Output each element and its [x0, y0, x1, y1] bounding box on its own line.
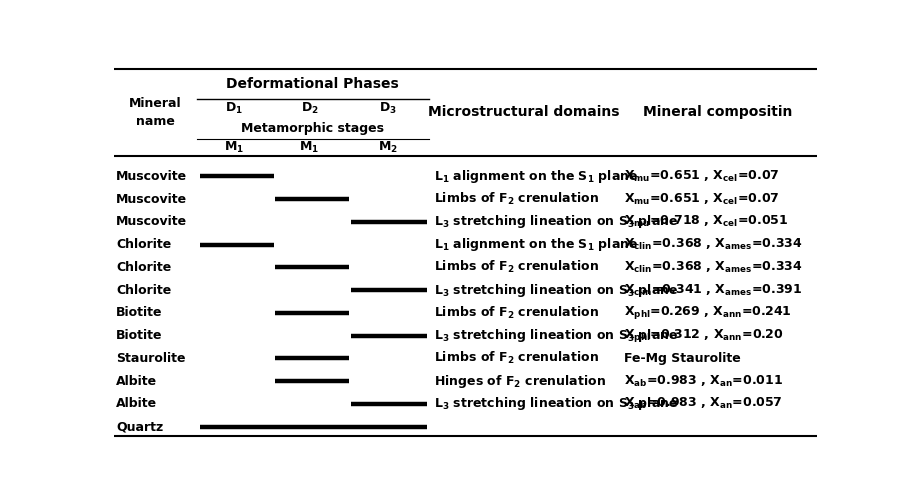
Text: $\mathbf{M_1}$: $\mathbf{M_1}$	[224, 140, 244, 154]
Text: Microstructural domains: Microstructural domains	[428, 105, 619, 119]
Text: $\mathbf{L_3}$ stretching lineation on $\mathbf{S_3}$ plane: $\mathbf{L_3}$ stretching lineation on $…	[434, 281, 679, 299]
Text: Albite: Albite	[116, 374, 157, 388]
Text: Limbs of $\mathbf{F_2}$ crenulation: Limbs of $\mathbf{F_2}$ crenulation	[434, 305, 599, 321]
Text: Biotite: Biotite	[116, 307, 163, 319]
Text: $\mathbf{M_2}$: $\mathbf{M_2}$	[378, 140, 398, 154]
Text: Quartz: Quartz	[116, 420, 163, 433]
Text: $\mathbf{X_{mu}}$=0.651 , $\mathbf{X_{cel}}$=0.07: $\mathbf{X_{mu}}$=0.651 , $\mathbf{X_{ce…	[625, 192, 780, 207]
Text: Chlorite: Chlorite	[116, 283, 172, 297]
Text: Muscovite: Muscovite	[116, 215, 187, 228]
Text: $\mathbf{X_{mu}}$=0.718 , $\mathbf{X_{cel}}$=0.051: $\mathbf{X_{mu}}$=0.718 , $\mathbf{X_{ce…	[625, 215, 789, 229]
Text: Fe-Mg Staurolite: Fe-Mg Staurolite	[625, 352, 741, 365]
Text: Muscovite: Muscovite	[116, 193, 187, 206]
Text: Metamorphic stages: Metamorphic stages	[242, 122, 384, 135]
Text: Mineral
name: Mineral name	[129, 96, 182, 127]
Text: Albite: Albite	[116, 397, 157, 410]
Text: Staurolite: Staurolite	[116, 352, 186, 365]
Text: Deformational Phases: Deformational Phases	[226, 77, 399, 91]
Text: Chlorite: Chlorite	[116, 261, 172, 274]
Text: Chlorite: Chlorite	[116, 238, 172, 251]
Text: Limbs of $\mathbf{F_2}$ crenulation: Limbs of $\mathbf{F_2}$ crenulation	[434, 191, 599, 207]
Text: $\mathbf{X_{mu}}$=0.651 , $\mathbf{X_{cel}}$=0.07: $\mathbf{X_{mu}}$=0.651 , $\mathbf{X_{ce…	[625, 169, 780, 184]
Text: Limbs of $\mathbf{F_2}$ crenulation: Limbs of $\mathbf{F_2}$ crenulation	[434, 350, 599, 367]
Text: Limbs of $\mathbf{F_2}$ crenulation: Limbs of $\mathbf{F_2}$ crenulation	[434, 259, 599, 276]
Text: Hinges of $\mathbf{F_2}$ crenulation: Hinges of $\mathbf{F_2}$ crenulation	[434, 372, 607, 390]
Text: $\mathbf{X_{clin}}$=0.368 , $\mathbf{X_{ames}}$=0.334: $\mathbf{X_{clin}}$=0.368 , $\mathbf{X_{…	[625, 260, 803, 275]
Text: $\mathbf{X_{clin}}$=0.341 , $\mathbf{X_{ames}}$=0.391: $\mathbf{X_{clin}}$=0.341 , $\mathbf{X_{…	[625, 282, 803, 298]
Text: $\mathbf{X_{clin}}$=0.368 , $\mathbf{X_{ames}}$=0.334: $\mathbf{X_{clin}}$=0.368 , $\mathbf{X_{…	[625, 237, 803, 252]
Text: $\mathbf{L_1}$ alignment on the $\mathbf{S_1}$ plane: $\mathbf{L_1}$ alignment on the $\mathbf…	[434, 168, 638, 185]
Text: Biotite: Biotite	[116, 329, 163, 342]
Text: $\mathbf{L_3}$ stretching lineation on $\mathbf{S_3}$ plane: $\mathbf{L_3}$ stretching lineation on $…	[434, 214, 679, 230]
Text: Muscovite: Muscovite	[116, 170, 187, 183]
Text: $\mathbf{X_{ab}}$=0.983 , $\mathbf{X_{an}}$=0.011: $\mathbf{X_{ab}}$=0.983 , $\mathbf{X_{an…	[625, 373, 784, 389]
Text: $\mathbf{X_{ab}}$=0.983 , $\mathbf{X_{an}}$=0.057: $\mathbf{X_{ab}}$=0.983 , $\mathbf{X_{an…	[625, 396, 783, 411]
Text: $\mathbf{L_3}$ stretching lineation on $\mathbf{S_3}$ plane: $\mathbf{L_3}$ stretching lineation on $…	[434, 395, 679, 412]
Text: $\mathbf{D_1}$: $\mathbf{D_1}$	[225, 101, 243, 116]
Text: $\mathbf{X_{phl}}$=0.312 , $\mathbf{X_{ann}}$=0.20: $\mathbf{X_{phl}}$=0.312 , $\mathbf{X_{a…	[625, 327, 785, 344]
Text: Mineral compositin: Mineral compositin	[643, 105, 793, 119]
Text: $\mathbf{D_3}$: $\mathbf{D_3}$	[379, 101, 397, 116]
Text: $\mathbf{M_1}$: $\mathbf{M_1}$	[300, 140, 320, 154]
Text: $\mathbf{L_1}$ alignment on the $\mathbf{S_1}$ plane: $\mathbf{L_1}$ alignment on the $\mathbf…	[434, 236, 638, 253]
Text: $\mathbf{X_{phl}}$=0.269 , $\mathbf{X_{ann}}$=0.241: $\mathbf{X_{phl}}$=0.269 , $\mathbf{X_{a…	[625, 305, 792, 321]
Text: $\mathbf{L_3}$ stretching lineation on $\mathbf{S_3}$ plane: $\mathbf{L_3}$ stretching lineation on $…	[434, 327, 679, 344]
Text: $\mathbf{D_2}$: $\mathbf{D_2}$	[301, 101, 319, 116]
